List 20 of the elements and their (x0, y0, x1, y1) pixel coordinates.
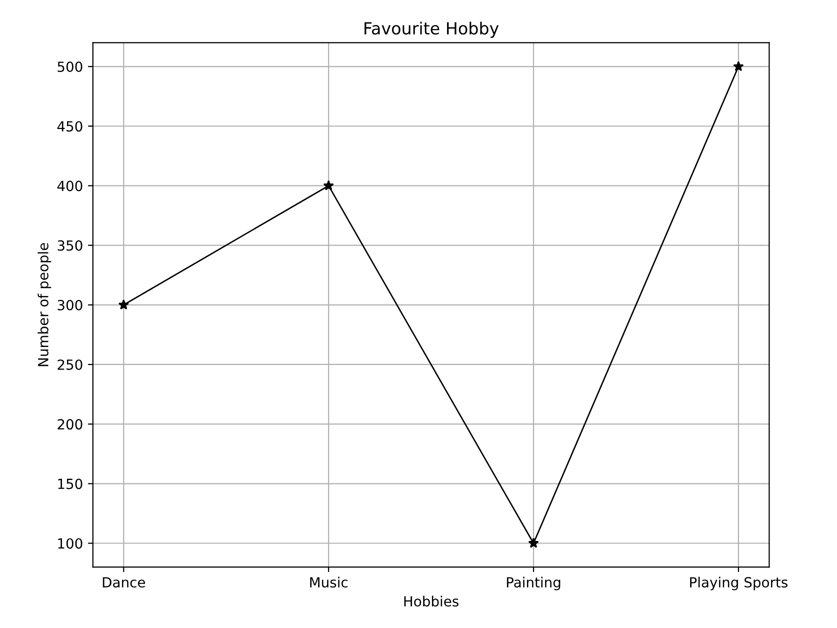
y-tick-label: 150 (58, 478, 82, 490)
point (528, 538, 539, 548)
chart-title: Favourite Hobby (364, 22, 499, 38)
y-tick-label: 250 (58, 359, 82, 370)
point (323, 180, 334, 190)
y-tick-label: 300 (58, 300, 82, 310)
point (118, 299, 129, 310)
x-axis-title: Hobbies (404, 596, 458, 607)
x-tick-label: Playing Sports (690, 576, 788, 590)
x-tick-label: Dance (102, 577, 146, 588)
y-tick-label: 200 (58, 419, 82, 430)
x-tick-label: Painting (506, 576, 560, 590)
point (733, 60, 744, 72)
y-axis-title: Number of people (38, 243, 52, 366)
y-tick-label: 450 (57, 121, 82, 132)
y-tick-label: 350 (58, 240, 82, 251)
y-tick-label: 100 (58, 538, 82, 549)
y-tick-label: 500 (58, 62, 82, 72)
y-tick-label: 400 (57, 180, 82, 192)
x-tick-label: Music (310, 576, 348, 588)
